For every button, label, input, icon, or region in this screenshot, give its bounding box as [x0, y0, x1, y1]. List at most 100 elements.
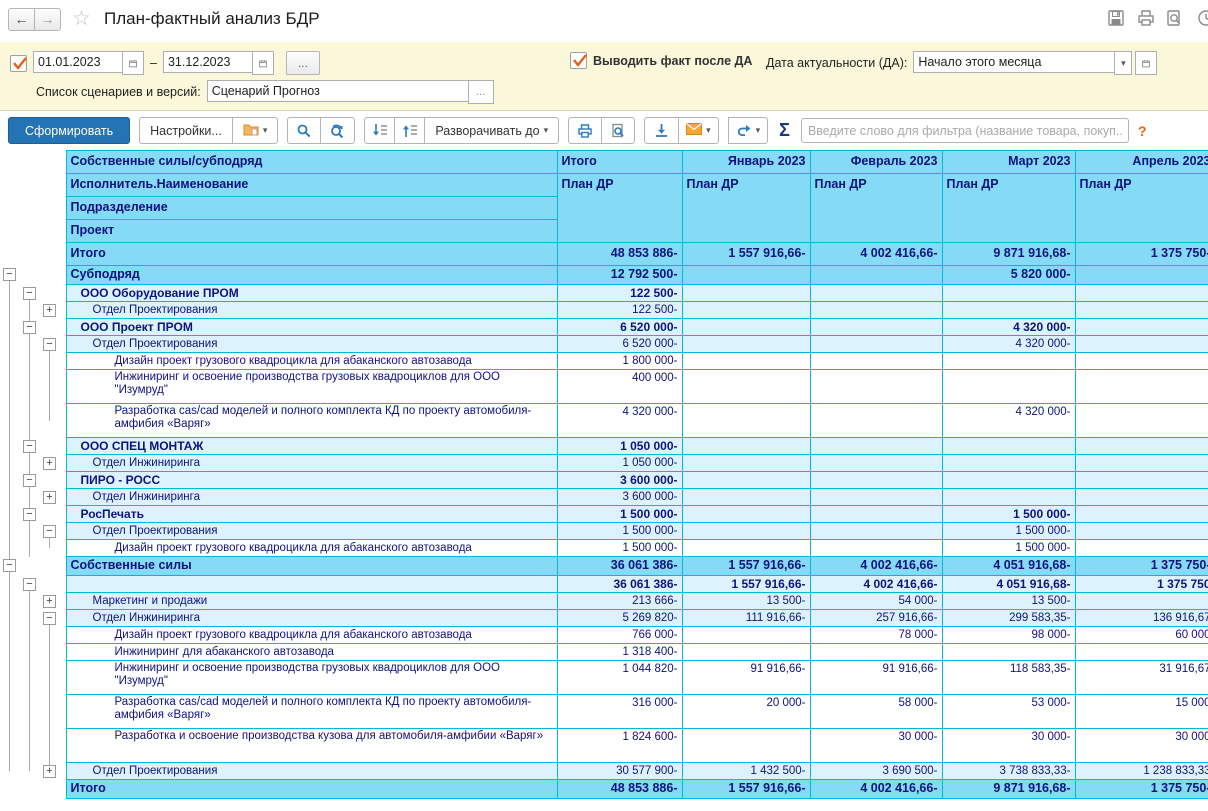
scenario-input[interactable]	[206, 80, 469, 102]
tree-expand-expander[interactable]: +	[43, 594, 56, 608]
tree-collapse-expander[interactable]: −	[3, 558, 16, 572]
table-row: Разработка cas/cad моделей и полного ком…	[0, 694, 1208, 729]
show-fact-checkbox[interactable]	[570, 52, 587, 69]
cell-value: 4 002 416,66-	[809, 575, 943, 593]
expand-rows-button[interactable]	[394, 117, 426, 144]
cell-value: 299 583,35-	[941, 609, 1076, 627]
history-clock-icon[interactable]	[1196, 8, 1208, 30]
forward-button[interactable]: →	[34, 8, 61, 31]
report-variants-button[interactable]: ▾	[231, 117, 279, 144]
row-label: Дизайн проект грузового квадроцикла для …	[65, 539, 558, 557]
actual-date-dropdown-arrow[interactable]: ▾	[1114, 51, 1133, 75]
tree-collapse-expander[interactable]: −	[23, 507, 36, 521]
print-preview-icon[interactable]	[1164, 8, 1186, 30]
cell-value: 3 600 000-	[556, 471, 683, 489]
measure-header: План ДР	[809, 173, 943, 243]
cell-value	[809, 403, 943, 438]
cell-value: 1 044 820-	[556, 660, 683, 695]
search-button[interactable]	[287, 117, 322, 144]
date-to-input[interactable]	[162, 51, 253, 73]
cell-value	[681, 454, 811, 472]
cell-value: 4 002 416,66-	[809, 556, 943, 576]
period-more-button[interactable]: ...	[285, 51, 320, 75]
scenario-more-button[interactable]: ...	[467, 80, 494, 104]
help-icon[interactable]: ?	[1137, 122, 1147, 139]
column-header-month: Апрель 2023	[1074, 150, 1208, 174]
cell-value: 1 375 750	[1074, 575, 1208, 593]
filter-panel: – ... Выводить факт после ДА Дата актуал…	[0, 42, 1208, 111]
cell-value: 60 000	[1074, 626, 1208, 644]
table-row: − Собственные силы 36 061 386- 1 557 916,66…	[0, 556, 1208, 576]
cell-value: 1 500 000-	[941, 522, 1076, 540]
tree-expand-expander[interactable]: +	[43, 490, 56, 504]
table-row: − Отдел Проектирования 6 520 000- 4 320 000…	[0, 335, 1208, 353]
cell-value	[809, 318, 943, 336]
date-from-input[interactable]	[33, 51, 123, 73]
settings-button[interactable]: Настройки...	[139, 117, 233, 144]
save-file-button[interactable]	[644, 117, 680, 144]
decrypt-button[interactable]: ▾	[727, 117, 769, 144]
save-icon[interactable]	[1106, 8, 1128, 30]
cell-value	[681, 505, 811, 523]
tree-collapse-expander[interactable]: −	[43, 524, 56, 538]
actual-date-calendar-icon[interactable]	[1135, 51, 1158, 75]
grand-total-value: 48 853 886-	[556, 242, 683, 266]
cell-value: 54 000-	[809, 592, 943, 610]
cell-value: 30 000-	[809, 728, 943, 763]
preview-report-button[interactable]	[601, 117, 636, 144]
back-button[interactable]: ←	[8, 8, 35, 31]
nav-buttons: ← →	[8, 8, 61, 31]
table-row: − ООО Проект ПРОМ 6 520 000- 4 320 000-	[0, 318, 1208, 336]
print-icon[interactable]	[1136, 8, 1158, 30]
tree-cell: −	[0, 265, 67, 285]
tree-collapse-expander[interactable]: −	[23, 439, 36, 453]
cell-value: 53 000-	[941, 694, 1076, 729]
collapse-rows-button[interactable]	[364, 117, 396, 144]
tree-collapse-expander[interactable]: −	[23, 320, 36, 334]
favorite-star-icon[interactable]: ☆	[72, 7, 91, 30]
table-row: − ООО Оборудование ПРОМ 122 500-	[0, 284, 1208, 302]
title-bar: ← → ☆ План-фактный анализ БДР	[0, 0, 1208, 42]
period-checkbox[interactable]	[10, 54, 27, 72]
table-row: − Отдел Инжиниринга 5 269 820- 111 916,66- 2…	[0, 609, 1208, 627]
tree-cell: −	[0, 437, 67, 455]
date-to-calendar-icon[interactable]	[251, 51, 274, 75]
tree-cell: −	[0, 575, 67, 593]
tree-collapse-expander[interactable]: −	[3, 267, 16, 281]
date-from-calendar-icon[interactable]	[122, 51, 144, 75]
tree-expand-expander[interactable]: +	[43, 303, 56, 317]
cell-value	[809, 352, 943, 370]
row-label: Субподряд	[65, 265, 558, 285]
cell-value	[809, 335, 943, 353]
grand-total-label: Итого	[65, 242, 558, 266]
cell-value	[681, 626, 811, 644]
expand-to-button[interactable]: Разворачивать до ▾	[424, 117, 560, 144]
cell-value: 257 916,66-	[809, 609, 943, 627]
cell-value	[1074, 592, 1208, 610]
tree-collapse-expander[interactable]: −	[43, 611, 56, 625]
find-next-button[interactable]	[320, 117, 356, 144]
row-label: Дизайн проект грузового квадроцикла для …	[65, 352, 558, 370]
print-report-button[interactable]	[568, 117, 603, 144]
cell-value: 1 318 400-	[556, 643, 683, 661]
cell-value: 1 824 600-	[556, 728, 683, 763]
cell-value: 3 738 833,33-	[941, 762, 1076, 780]
tree-expand-expander[interactable]: +	[43, 764, 56, 778]
tree-cell	[0, 728, 67, 763]
quick-filter-input[interactable]	[800, 118, 1129, 143]
actual-date-input[interactable]	[913, 51, 1116, 73]
tree-collapse-expander[interactable]: −	[23, 473, 36, 487]
generate-button[interactable]: Сформировать	[8, 117, 131, 144]
tree-collapse-expander[interactable]: −	[23, 577, 36, 591]
table-row: + Отдел Проектирования 30 577 900- 1 432 50…	[0, 762, 1208, 780]
cell-value: 78 000-	[809, 626, 943, 644]
cell-value	[809, 437, 943, 455]
tree-expand-expander[interactable]: +	[43, 456, 56, 470]
send-email-button[interactable]: ▾	[678, 117, 719, 144]
folder-icon	[243, 122, 259, 139]
table-row: − 36 061 386- 1 557 916,66- 4 002 416,66- 4 …	[0, 575, 1208, 593]
dim-header: Подразделение	[65, 196, 558, 220]
tree-collapse-expander[interactable]: −	[23, 286, 36, 300]
sum-icon[interactable]: Σ	[779, 120, 790, 140]
tree-collapse-expander[interactable]: −	[43, 337, 56, 351]
